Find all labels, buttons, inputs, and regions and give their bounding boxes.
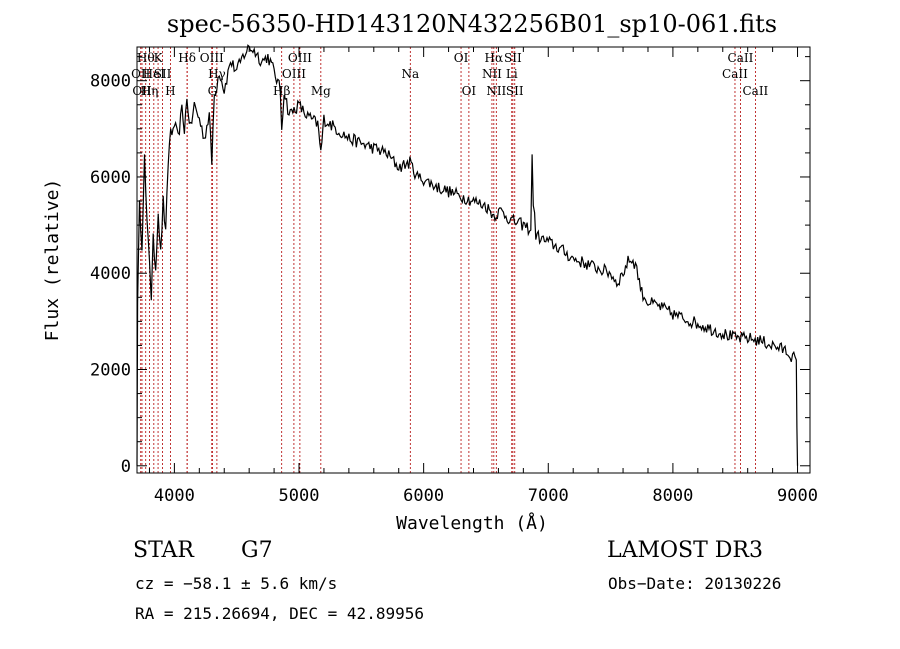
line-label: CaII bbox=[742, 84, 768, 98]
object-subclass: G7 bbox=[241, 538, 273, 563]
spectral-line-markers bbox=[140, 47, 756, 473]
line-label: Li bbox=[506, 67, 518, 81]
line-label: SII bbox=[154, 67, 172, 81]
x-tick-label: 6000 bbox=[403, 486, 444, 506]
line-label: Hβ bbox=[273, 84, 290, 98]
line-label: K bbox=[154, 51, 164, 65]
line-label: Mg bbox=[311, 84, 331, 98]
redshift-cz: cz = −58.1 ± 5.6 km/s bbox=[135, 574, 338, 593]
x-tick-label: 7000 bbox=[528, 486, 569, 506]
survey-name: LAMOST DR3 bbox=[607, 538, 763, 563]
line-label: CaII bbox=[722, 67, 748, 81]
line-label: Hα bbox=[485, 51, 504, 65]
x-tick-label: 5000 bbox=[279, 486, 320, 506]
x-tick-label: 4000 bbox=[154, 486, 195, 506]
x-tick-label: 9000 bbox=[777, 486, 818, 506]
line-label: Hδ bbox=[178, 51, 196, 65]
line-label: Hθ bbox=[137, 51, 155, 65]
line-label: Na bbox=[401, 67, 419, 81]
y-axis-ticks: 0 2000 4000 6000 8000 bbox=[90, 56, 810, 477]
x-tick-label: 8000 bbox=[652, 486, 693, 506]
line-label: HeI bbox=[143, 67, 166, 81]
y-tick-label: 6000 bbox=[90, 168, 131, 188]
y-tick-label: 4000 bbox=[90, 264, 131, 284]
line-label: Hγ bbox=[208, 67, 226, 81]
line-label: G bbox=[208, 84, 218, 98]
line-label: SII bbox=[504, 51, 522, 65]
observation-date: Obs−Date: 20130226 bbox=[608, 574, 782, 593]
line-label: OII bbox=[131, 67, 151, 81]
spectrum-line bbox=[136, 44, 799, 466]
plot-frame bbox=[136, 46, 811, 474]
line-label: OI bbox=[462, 84, 477, 98]
line-label: SII bbox=[506, 84, 524, 98]
line-label: H bbox=[165, 84, 175, 98]
x-axis-ticks: 4000 5000 6000 7000 8000 9000 bbox=[148, 47, 818, 506]
line-label: OIII bbox=[200, 51, 224, 65]
y-axis-label: Flux (relative) bbox=[42, 179, 63, 342]
line-label: NII bbox=[486, 84, 506, 98]
x-axis-label: Wavelength (Å) bbox=[396, 512, 548, 534]
y-tick-label: 8000 bbox=[90, 72, 131, 92]
line-label: CaII bbox=[728, 51, 754, 65]
line-label: OI bbox=[454, 51, 469, 65]
line-label: OIII bbox=[282, 67, 306, 81]
coordinates: RA = 215.26694, DEC = 42.89956 bbox=[135, 604, 424, 623]
chart-title: spec-56350-HD143120N432256B01_sp10-061.f… bbox=[167, 10, 777, 38]
line-label: OIII bbox=[288, 51, 312, 65]
object-class: STAR bbox=[133, 538, 194, 563]
line-label: Hη bbox=[141, 84, 159, 98]
y-tick-label: 0 bbox=[121, 457, 131, 477]
y-tick-label: 2000 bbox=[90, 361, 131, 381]
line-label: NII bbox=[482, 67, 502, 81]
